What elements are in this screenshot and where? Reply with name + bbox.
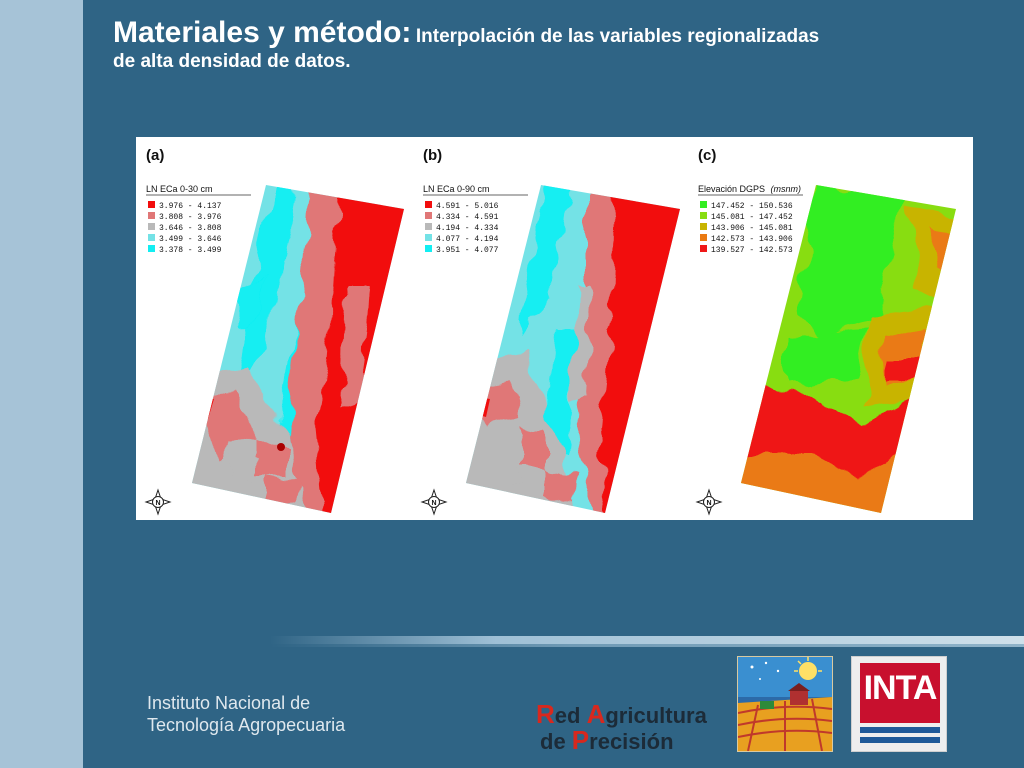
- legend-c-title: Elevación DGPS (msnm): [698, 184, 801, 194]
- panel-c-label: (c): [698, 147, 716, 164]
- legend-c-swatch-4: [700, 234, 707, 241]
- legend-c-range-2: 145.081 - 147.452: [711, 213, 793, 222]
- legend-c-range-4: 142.573 - 143.906: [711, 235, 793, 244]
- legend-c-swatch-5: [700, 245, 707, 252]
- rap-line2: de Precisión: [540, 725, 674, 755]
- legend-a-range-3: 3.646 - 3.808: [159, 224, 222, 233]
- institute-line2: Tecnología Agropecuaria: [147, 715, 346, 735]
- legend-c-unit: (msnm): [771, 184, 802, 194]
- legend-c-range-1: 147.452 - 150.536: [711, 202, 793, 211]
- legend-b-range-1: 4.591 - 5.016: [436, 202, 499, 211]
- legend-c-swatch-2: [700, 212, 707, 219]
- title-main: Materiales y método:: [113, 16, 412, 49]
- inta-bar-2: [860, 737, 940, 743]
- svg-text:N: N: [431, 500, 436, 507]
- legend-a-swatch-3: [148, 223, 155, 230]
- legend-b-swatch-1: [425, 201, 432, 208]
- legend-a-swatch-2: [148, 212, 155, 219]
- svg-text:N: N: [155, 500, 160, 507]
- title-line2: de alta densidad de datos.: [113, 51, 351, 72]
- left-band: [0, 0, 83, 768]
- north-arrow-icon-c: N: [695, 488, 723, 516]
- legend-a-swatch-1: [148, 201, 155, 208]
- maps-svg: (a) (b) (c) LN ECa 0-30 cm 3.976 - 4.137…: [144, 147, 956, 516]
- legend-b-range-4: 4.077 - 4.194: [436, 235, 499, 244]
- inta-bar-1: [860, 727, 940, 733]
- title-sub: Interpolación de las variables regionali…: [415, 26, 820, 47]
- legend-a-range-5: 3.378 - 3.499: [159, 246, 222, 255]
- legend-b-range-5: 3.951 - 4.077: [436, 246, 499, 255]
- inta-logo-text: INTA: [863, 669, 938, 707]
- legend-a-range-1: 3.976 - 4.137: [159, 202, 222, 211]
- legend-b: LN ECa 0-90 cm 4.591 - 5.016 4.334 - 4.5…: [423, 184, 528, 255]
- legend-c-title-main: Elevación DGPS: [698, 184, 765, 194]
- footer-strip: [270, 636, 1024, 644]
- legend-c-swatch-3: [700, 223, 707, 230]
- inta-logo-box: INTA: [860, 663, 940, 723]
- maps-figure: (a) (b) (c) LN ECa 0-30 cm 3.976 - 4.137…: [136, 137, 973, 520]
- slide-title: Materiales y método: Interpolación de la…: [113, 16, 973, 73]
- legend-c-range-3: 143.906 - 145.081: [711, 224, 793, 233]
- inta-logo: INTA: [851, 656, 947, 752]
- legend-c-range-5: 139.527 - 142.573: [711, 246, 793, 255]
- legend-b-title: LN ECa 0-90 cm: [423, 184, 490, 194]
- satellite-field-logo-icon: [737, 656, 833, 752]
- institute-name: Instituto Nacional de Tecnología Agropec…: [147, 692, 345, 736]
- svg-text:N: N: [706, 500, 711, 507]
- panel-a-label: (a): [146, 147, 164, 164]
- footer-strip-thin: [270, 644, 1024, 647]
- legend-c-swatch-1: [700, 201, 707, 208]
- legend-b-swatch-4: [425, 234, 432, 241]
- legend-c: Elevación DGPS (msnm) 147.452 - 150.536 …: [698, 184, 803, 255]
- institute-line1: Instituto Nacional de: [147, 693, 311, 713]
- legend-a-swatch-4: [148, 234, 155, 241]
- red-agricultura-precision-logo: Red Agricultura de Precisión: [536, 699, 736, 755]
- legend-b-swatch-3: [425, 223, 432, 230]
- legend-b-swatch-2: [425, 212, 432, 219]
- legend-a-range-2: 3.808 - 3.976: [159, 213, 222, 222]
- legend-b-swatch-5: [425, 245, 432, 252]
- legend-a-title: LN ECa 0-30 cm: [146, 184, 213, 194]
- rap-line1: Red Agricultura: [536, 699, 707, 729]
- legend-a-swatch-5: [148, 245, 155, 252]
- legend-a: LN ECa 0-30 cm 3.976 - 4.137 3.808 - 3.9…: [146, 184, 251, 255]
- north-arrow-icon-b: N: [420, 488, 448, 516]
- north-arrow-icon-a: N: [144, 488, 172, 516]
- legend-b-range-3: 4.194 - 4.334: [436, 224, 499, 233]
- panel-b-label: (b): [423, 147, 442, 164]
- legend-a-range-4: 3.499 - 3.646: [159, 235, 222, 244]
- legend-b-range-2: 4.334 - 4.591: [436, 213, 499, 222]
